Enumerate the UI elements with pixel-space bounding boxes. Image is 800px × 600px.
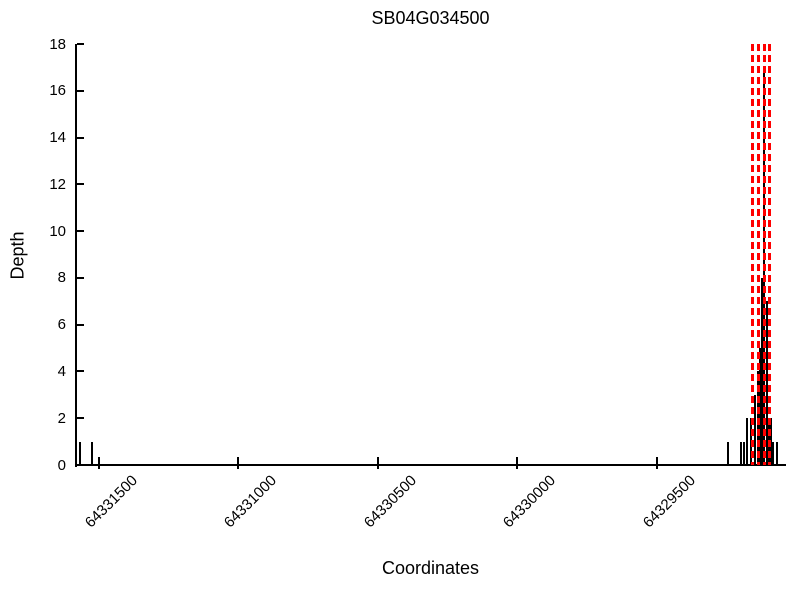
y-tick-label: 6 (57, 316, 66, 334)
x-tick-label: 64331000 (221, 472, 281, 532)
depth-bar (754, 394, 757, 465)
y-tick-label: 0 (57, 456, 66, 474)
depth-bar (761, 277, 764, 465)
x-axis-label: Coordinates (381, 558, 480, 578)
gene-boundary-marker-line (751, 44, 755, 465)
x-tick-mark (516, 457, 519, 464)
x-tick-mark (237, 457, 240, 464)
depth-bar (775, 441, 778, 465)
depth-bar (742, 441, 745, 465)
y-tick-label: 2 (57, 409, 66, 427)
gene-boundary-marker-line (768, 44, 772, 465)
x-tick-mark (376, 457, 379, 464)
y-tick-mark (77, 136, 84, 139)
x-tick-mark-outer (376, 466, 379, 469)
y-tick-mark (77, 230, 84, 233)
depth-bar (78, 441, 81, 465)
y-tick-mark (77, 89, 84, 92)
y-tick-label: 18 (49, 35, 66, 53)
y-tick-label: 12 (49, 175, 66, 193)
y-tick-label: 8 (57, 269, 66, 287)
x-tick-label: 64330000 (500, 472, 560, 532)
x-tick-mark-outer (656, 466, 659, 469)
x-tick-label: 64331500 (81, 472, 141, 532)
y-tick-label: 10 (49, 222, 66, 240)
chart-title: SB04G034500 (371, 8, 490, 28)
y-tick-label: 4 (57, 362, 66, 380)
depth-bar (90, 441, 93, 465)
x-tick-mark-outer (97, 466, 100, 469)
x-tick-label: 64329500 (639, 472, 700, 532)
y-axis-label: Depth (7, 231, 28, 280)
x-axis-spine (75, 464, 786, 466)
x-tick-mark-outer (237, 466, 240, 469)
y-tick-mark (77, 370, 84, 373)
gene-boundary-marker-line (763, 44, 767, 465)
x-tick-mark-outer (516, 466, 519, 469)
y-tick-label: 16 (49, 82, 66, 100)
y-tick-label: 14 (49, 129, 66, 147)
depth-bar (727, 441, 730, 465)
x-tick-mark (97, 457, 100, 464)
y-tick-mark (77, 43, 84, 45)
y-tick-mark (77, 464, 84, 466)
x-tick-mark (656, 457, 659, 464)
y-tick-mark (77, 276, 84, 279)
gene-boundary-marker-line (756, 44, 760, 465)
depth-bar (739, 441, 742, 465)
y-axis-spine (75, 44, 77, 467)
depth-bar (765, 301, 768, 465)
x-tick-label: 64330500 (360, 472, 420, 532)
y-tick-mark (77, 323, 84, 326)
y-tick-mark (77, 417, 84, 420)
depth-bar (771, 441, 774, 465)
depth-bar (746, 418, 749, 465)
y-tick-mark (77, 183, 84, 186)
